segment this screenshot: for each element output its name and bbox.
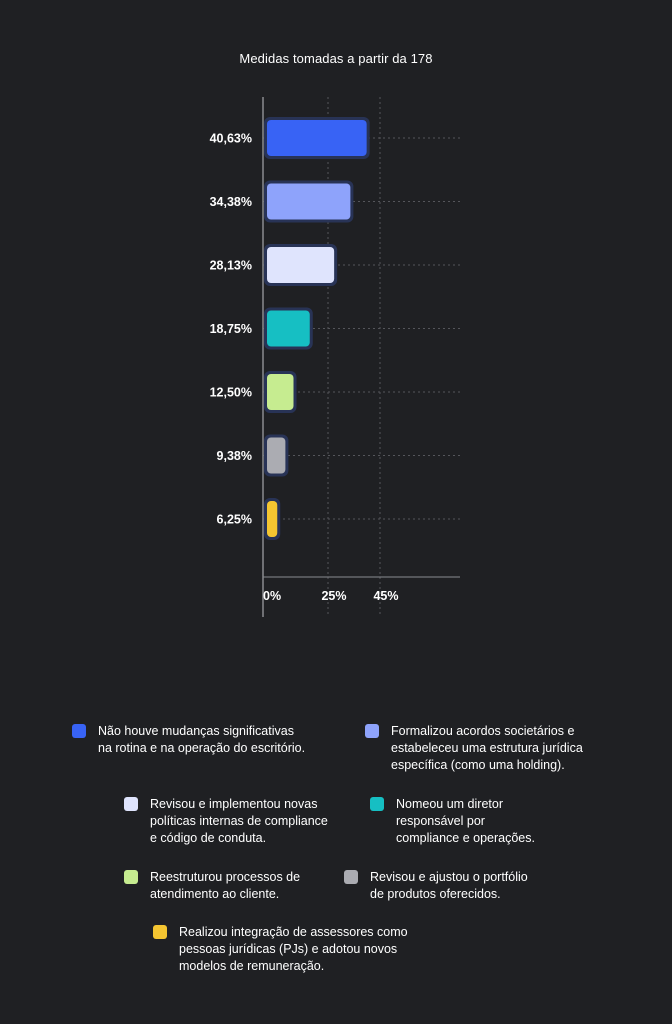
x-tick-label: 45% — [373, 589, 398, 603]
legend-item: Nomeou um diretor responsável por compli… — [370, 796, 535, 847]
chart-title: Medidas tomadas a partir da 178 — [239, 51, 433, 66]
bar — [267, 437, 286, 474]
legend-swatch — [370, 797, 384, 811]
legend-label: Nomeou um diretor responsável por compli… — [396, 797, 535, 845]
bar — [267, 183, 351, 220]
legend-label: Formalizou acordos societários e estabel… — [391, 724, 583, 772]
bar — [267, 501, 278, 537]
legend-swatch — [72, 724, 86, 738]
legend-swatch — [153, 925, 167, 939]
bar — [267, 247, 335, 283]
value-label: 28,13% — [210, 259, 252, 273]
legend-label: Realizou integração de assessores como p… — [179, 925, 408, 973]
legend-item: Realizou integração de assessores como p… — [153, 924, 408, 975]
bar — [267, 310, 310, 347]
value-label: 9,38% — [217, 449, 252, 463]
bar-chart: 40,63% 34,38% 28,13% 18,75% 12,50% 9,38% 6,25%… — [210, 97, 460, 617]
value-label: 40,63% — [210, 132, 252, 146]
legend-item: Não houve mudanças significativas na rot… — [72, 723, 305, 757]
legend-swatch — [124, 870, 138, 884]
bar — [267, 374, 294, 410]
value-label: 6,25% — [217, 513, 252, 527]
legend-swatch — [365, 724, 379, 738]
x-tick-label: 0% — [263, 589, 281, 603]
x-tick-label: 25% — [321, 589, 346, 603]
value-label: 18,75% — [210, 322, 252, 336]
legend-label: Reestruturou processos de atendimento ao… — [150, 870, 301, 901]
legend-item: Formalizou acordos societários e estabel… — [365, 723, 583, 774]
legend-label: Não houve mudanças significativas na rot… — [98, 724, 306, 755]
legend-item: Revisou e ajustou o portfólio de produto… — [344, 869, 528, 903]
legend-swatch — [344, 870, 358, 884]
bar — [267, 120, 367, 156]
legend-label: Revisou e implementou novas políticas in… — [150, 797, 328, 845]
legend-swatch — [124, 797, 138, 811]
value-label: 34,38% — [210, 195, 252, 209]
legend-label: Revisou e ajustou o portfólio de produto… — [370, 870, 528, 901]
legend-item: Reestruturou processos de atendimento ao… — [124, 869, 300, 903]
value-label: 12,50% — [210, 386, 252, 400]
legend-item: Revisou e implementou novas políticas in… — [124, 796, 328, 847]
